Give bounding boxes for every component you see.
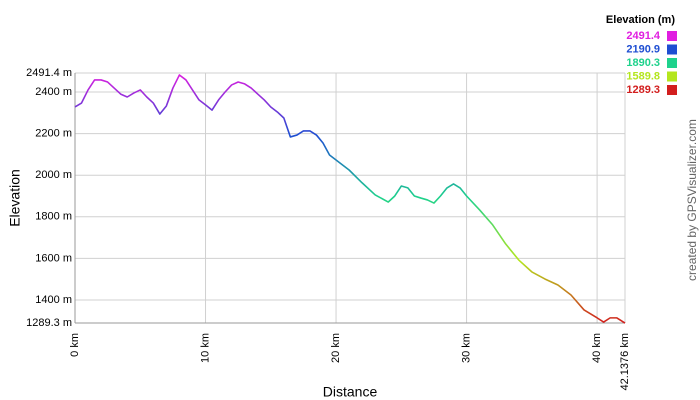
y-tick-label: 2491.4 m xyxy=(26,67,72,79)
legend-swatch xyxy=(667,31,677,41)
legend-label: 1589.8 xyxy=(626,70,660,82)
y-tick-label: 2000 m xyxy=(35,169,72,181)
x-tick-label: 42.1376 km xyxy=(619,333,631,390)
x-tick-label: 10 km xyxy=(199,333,211,363)
y-tick-label: 2400 m xyxy=(35,86,72,98)
credit: created by GPSVisualizer.com xyxy=(685,119,699,281)
legend-swatch xyxy=(667,85,677,95)
y-tick-label: 2200 m xyxy=(35,128,72,140)
y-tick-label: 1800 m xyxy=(35,211,72,223)
x-tick-label: 30 km xyxy=(460,333,472,363)
legend-title: Elevation (m) xyxy=(606,14,675,26)
y-tick-label: 1600 m xyxy=(35,252,72,264)
elevation-line xyxy=(74,74,626,324)
legend-label: 1289.3 xyxy=(626,84,660,96)
legend-label: 2491.4 xyxy=(626,30,661,42)
x-axis-title: Distance xyxy=(323,384,378,400)
legend-label: 1890.3 xyxy=(626,57,660,69)
y-axis-title: Elevation xyxy=(7,169,23,227)
x-tick-label: 0 km xyxy=(69,333,81,357)
x-tick-label: 20 km xyxy=(330,333,342,363)
legend-swatch xyxy=(667,71,677,82)
legend-swatch xyxy=(667,58,677,68)
y-tick-label: 1400 m xyxy=(35,294,72,306)
y-tick-label: 1289.3 m xyxy=(26,317,72,329)
legend-swatch xyxy=(667,44,677,55)
x-tick-label: 40 km xyxy=(591,333,603,363)
legend-label: 2190.9 xyxy=(626,43,660,55)
